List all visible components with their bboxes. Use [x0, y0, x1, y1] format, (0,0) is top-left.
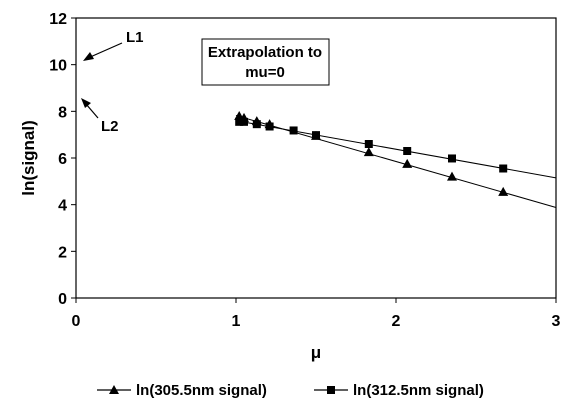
- legend-marker-square: [327, 386, 335, 394]
- x-tick-label: 2: [392, 313, 401, 330]
- annotation-line-1: Extrapolation to: [208, 44, 322, 61]
- triangle-point: [498, 186, 509, 196]
- square-point: [403, 147, 412, 155]
- y-tick-label: 8: [58, 104, 67, 121]
- arrow-l2: L2: [81, 98, 119, 135]
- arrow-l1-label: L1: [126, 29, 144, 46]
- data-points: [234, 111, 509, 196]
- square-point: [265, 122, 274, 131]
- x-tick-label: 3: [552, 313, 561, 330]
- square-point: [289, 126, 298, 135]
- y-tick-label: 10: [49, 58, 67, 75]
- x-axis-ticks: 0 1 2 3: [72, 298, 561, 330]
- arrow-l1-line: [87, 42, 123, 59]
- y-tick-label: 0: [58, 291, 67, 308]
- y-axis-ticks: 0 2 4 6 8 10 12: [49, 11, 76, 308]
- arrow-l1-head: [83, 52, 94, 61]
- legend-marker-triangle: [109, 385, 119, 394]
- y-axis-label: ln(signal): [19, 120, 38, 196]
- annotation-line-2: mu=0: [245, 64, 285, 81]
- arrow-l2-label: L2: [101, 118, 119, 135]
- x-tick-label: 0: [72, 313, 81, 330]
- legend-item-312: ln(312.5nm signal): [314, 382, 484, 399]
- square-point: [448, 154, 456, 163]
- arrow-l1: L1: [83, 29, 144, 61]
- square-point: [240, 117, 248, 126]
- annotation-frame: [201, 38, 330, 86]
- fit-line-series-1: [235, 120, 557, 179]
- x-tick-label: 1: [232, 313, 241, 330]
- triangle-point: [447, 171, 457, 181]
- legend-label-312: ln(312.5nm signal): [353, 382, 484, 399]
- y-tick-label: 2: [58, 244, 67, 261]
- square-point: [312, 131, 320, 140]
- square-point: [499, 164, 508, 173]
- y-tick-label: 6: [58, 151, 67, 168]
- square-point: [364, 140, 373, 148]
- arrow-l2-line: [85, 103, 99, 119]
- legend-label-305: ln(305.5nm signal): [136, 382, 267, 399]
- fit-lines: [235, 115, 557, 208]
- triangle-point: [402, 158, 413, 168]
- triangle-point: [363, 147, 374, 157]
- y-tick-label: 4: [58, 198, 67, 215]
- arrow-l2-head: [81, 98, 91, 108]
- square-point: [252, 120, 261, 129]
- legend: ln(305.5nm signal) ln(312.5nm signal): [97, 382, 484, 399]
- legend-item-305: ln(305.5nm signal): [97, 382, 267, 399]
- annotation-box: Extrapolation to mu=0: [201, 38, 330, 86]
- square-point: [235, 117, 244, 126]
- x-axis-label: μ: [311, 343, 321, 362]
- y-tick-label: 12: [49, 11, 67, 28]
